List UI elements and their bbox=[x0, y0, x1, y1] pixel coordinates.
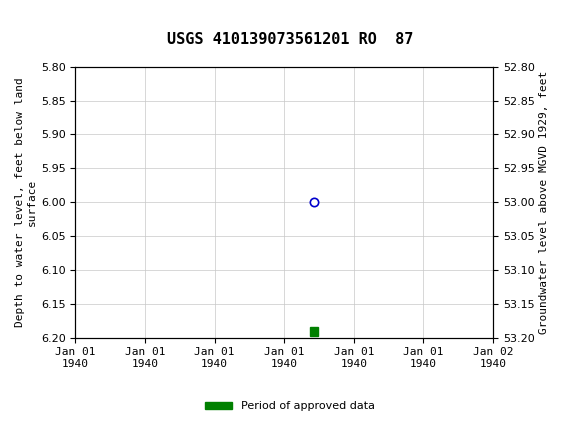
Text: ≡USGS: ≡USGS bbox=[7, 6, 72, 25]
Y-axis label: Groundwater level above MGVD 1929, feet: Groundwater level above MGVD 1929, feet bbox=[539, 71, 549, 334]
Bar bbox=[310, 327, 318, 335]
Legend: Period of approved data: Period of approved data bbox=[200, 397, 380, 416]
Text: USGS 410139073561201 RO  87: USGS 410139073561201 RO 87 bbox=[167, 32, 413, 47]
Y-axis label: Depth to water level, feet below land
surface: Depth to water level, feet below land su… bbox=[15, 77, 37, 327]
